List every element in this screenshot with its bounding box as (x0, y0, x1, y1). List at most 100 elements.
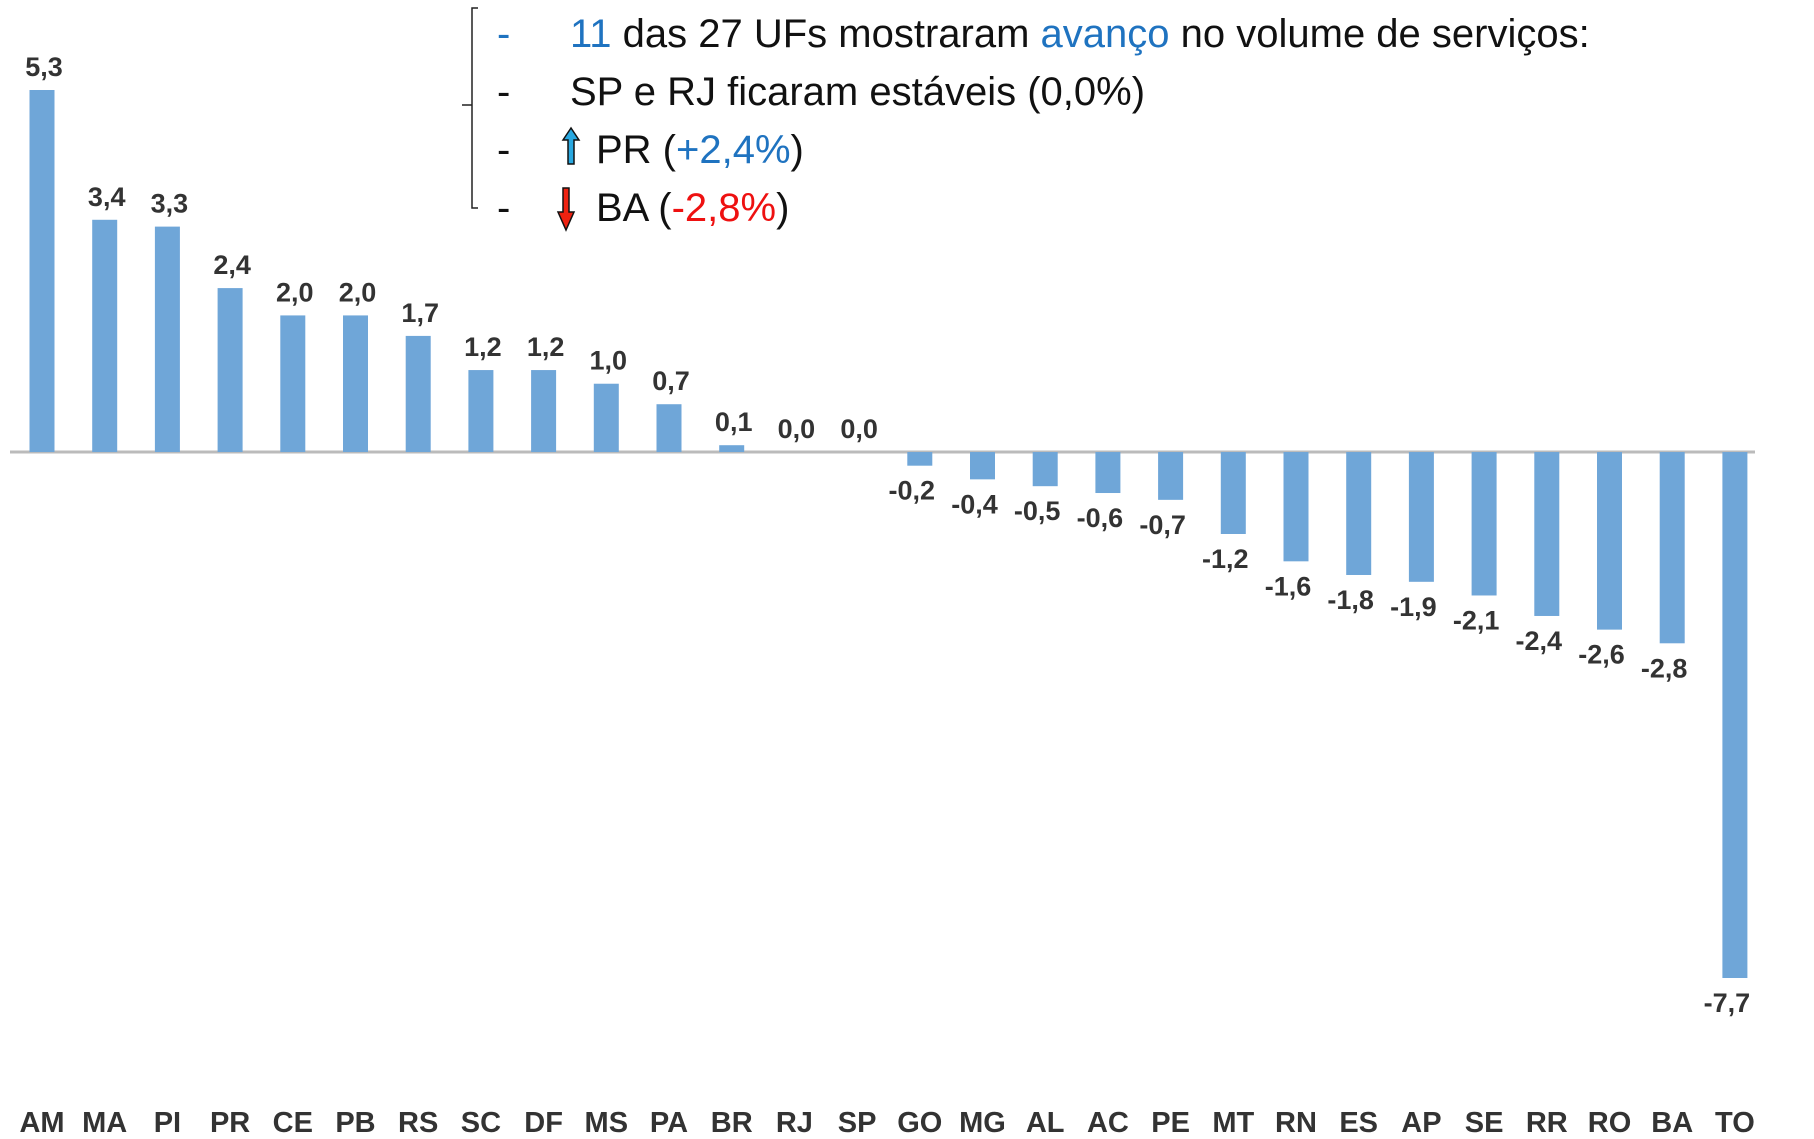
value-label: -0,2 (889, 476, 936, 506)
bar (92, 219, 118, 453)
value-label: 2,4 (213, 250, 251, 280)
x-tick-label: SP (838, 1107, 877, 1139)
bar (593, 383, 619, 453)
value-label: 3,4 (88, 182, 126, 212)
bar (970, 452, 995, 480)
bar (217, 288, 243, 453)
value-label: -1,2 (1202, 544, 1249, 574)
annotation-bullet: - (497, 186, 510, 230)
value-label: 2,0 (339, 277, 377, 307)
x-tick-label: RS (398, 1107, 438, 1139)
bar (1095, 452, 1121, 494)
annotation-part: +2,4% (676, 128, 791, 172)
x-tick-label: RN (1275, 1107, 1317, 1139)
annotation-part: 11 (570, 12, 612, 56)
value-label: 5,3 (25, 52, 63, 82)
value-label: -0,4 (951, 489, 998, 519)
annotation-bullet: - (497, 12, 510, 56)
value-label: -1,6 (1265, 571, 1312, 601)
value-label: 1,2 (527, 332, 565, 362)
value-label: -1,9 (1390, 592, 1437, 622)
x-tick-label: AL (1026, 1107, 1065, 1139)
value-label: 3,3 (151, 189, 189, 219)
annotation: BA (-2,8%) (596, 186, 789, 230)
bar (907, 452, 933, 466)
bar (29, 90, 55, 453)
bracket (462, 7, 478, 209)
x-tick-label: SE (1465, 1107, 1504, 1139)
value-label: 1,2 (464, 332, 502, 362)
annotation-part: das 27 UFs mostraram (612, 12, 1041, 56)
x-tick-label: PI (154, 1107, 181, 1139)
value-label: -0,6 (1077, 503, 1124, 533)
annotation-part: SP e RJ ficaram estáveis (0,0%) (570, 70, 1145, 114)
arrow-down (556, 187, 576, 232)
value-label: 1,7 (401, 298, 439, 328)
bar (280, 315, 306, 453)
x-tick-label: AM (19, 1107, 64, 1139)
annotation-part: no volume de serviços: (1170, 12, 1590, 56)
x-tick-label: MT (1212, 1107, 1254, 1139)
x-tick-label: DF (524, 1107, 563, 1139)
value-label: 2,0 (276, 277, 314, 307)
bar (719, 445, 745, 453)
value-label: -2,4 (1516, 626, 1563, 656)
x-tick-label: RR (1526, 1107, 1568, 1139)
annotation-part: ) (776, 186, 789, 230)
bar (1032, 452, 1058, 487)
x-tick-label: SC (461, 1107, 501, 1139)
value-label: -2,1 (1453, 605, 1500, 635)
x-tick-label: GO (897, 1107, 942, 1139)
arrow-up (561, 126, 581, 165)
annotation-bullet: - (497, 70, 510, 114)
bar (1722, 452, 1748, 978)
annotation-part: ) (791, 128, 804, 172)
annotation: PR (+2,4%) (596, 128, 804, 172)
value-label: 0,0 (778, 414, 816, 444)
x-tick-label: BR (711, 1107, 753, 1139)
x-tick-label: PB (335, 1107, 375, 1139)
value-label: 0,0 (840, 414, 878, 444)
value-label: 0,7 (652, 366, 690, 396)
value-label: -0,7 (1139, 510, 1186, 540)
value-label: 1,0 (590, 346, 628, 376)
annotation-part: avanço (1041, 12, 1170, 56)
bar (1471, 452, 1497, 596)
annotation-part: PR ( (596, 128, 677, 172)
x-tick-label: RO (1588, 1107, 1632, 1139)
value-label: -1,8 (1327, 585, 1374, 615)
x-tick-label: TO (1715, 1107, 1755, 1139)
annotation: 11 das 27 UFs mostraram avanço no volume… (570, 12, 1590, 56)
annotation-part: -2,8% (672, 186, 777, 230)
x-tick-label: RJ (776, 1107, 813, 1139)
bar (1346, 452, 1372, 575)
x-tick-label: CE (273, 1107, 313, 1139)
x-tick-label: AP (1401, 1107, 1441, 1139)
bar (1534, 452, 1560, 616)
x-tick-label: MA (82, 1107, 127, 1139)
bar (656, 404, 682, 453)
bar (1408, 452, 1434, 582)
bar (1283, 452, 1309, 562)
bar (154, 226, 180, 453)
x-tick-label: BA (1651, 1107, 1693, 1139)
x-tick-label: MG (959, 1107, 1006, 1139)
bar (468, 370, 494, 453)
bar (531, 370, 557, 453)
value-label: -2,8 (1641, 653, 1688, 683)
x-tick-label: AC (1087, 1107, 1129, 1139)
bar (1220, 452, 1246, 534)
annotation: SP e RJ ficaram estáveis (0,0%) (570, 70, 1145, 114)
x-tick-label: PE (1151, 1107, 1190, 1139)
value-label: 0,1 (715, 407, 753, 437)
x-tick-label: PR (210, 1107, 250, 1139)
bar (405, 335, 431, 453)
value-label: -2,6 (1578, 640, 1625, 670)
annotation-part: BA ( (596, 186, 672, 230)
x-tick-label: ES (1339, 1107, 1378, 1139)
bar (1659, 452, 1685, 644)
value-label: -0,5 (1014, 496, 1061, 526)
bar (343, 315, 368, 453)
x-tick-label: PA (650, 1107, 688, 1139)
